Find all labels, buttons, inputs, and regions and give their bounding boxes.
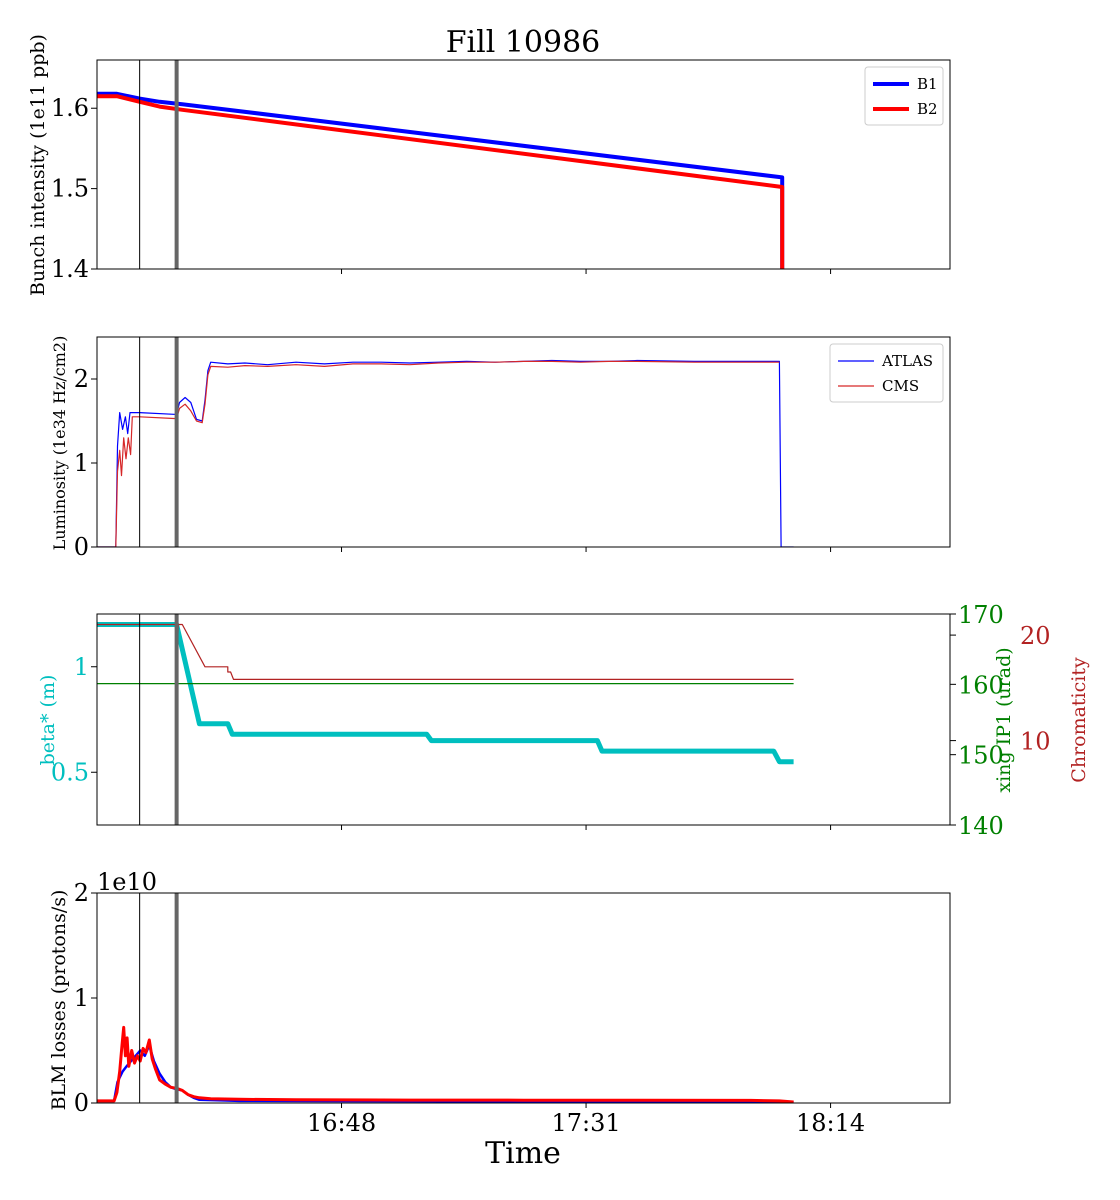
panel-blm-losses: BLM losses (protons/s) 1e10 0 1 2 (48, 868, 951, 1117)
series-group (97, 1025, 794, 1103)
series-group (97, 359, 794, 547)
ylabel-luminosity: Luminosity (1e34 Hz/cm2) (50, 336, 69, 551)
x-tick-labels: 16:48 17:31 18:14 (307, 1109, 865, 1137)
series-group (97, 91, 785, 269)
series-group (97, 622, 794, 765)
y-offset-text: 1e10 (97, 868, 157, 896)
legend-label: ATLAS (881, 352, 933, 370)
x-tick-label: 18:14 (796, 1109, 865, 1137)
axes-frame (96, 892, 951, 1104)
y-right2-tick-label: 10 (1020, 728, 1051, 756)
ylabel-beta: beta* (m) (37, 675, 59, 766)
ylabel-xing: xing IP1 (urad) (993, 647, 1015, 792)
x-tick-label: 16:48 (307, 1109, 376, 1137)
y-tick-label: 1.5 (51, 175, 89, 203)
panel-luminosity: Luminosity (1e34 Hz/cm2) 0 1 2 ATLAS CMS (50, 336, 951, 561)
y-tick-label: 2 (74, 879, 89, 907)
y-right2-tick-label: 20 (1020, 622, 1051, 650)
legend-label: CMS (882, 377, 919, 395)
y-tick-label: 1 (74, 449, 89, 477)
figure-title: Fill 10986 (446, 25, 601, 60)
y-right-tick-label: 150 (958, 742, 1004, 770)
series-line-beta- (97, 622, 794, 765)
y-tick-label: 1 (74, 984, 89, 1012)
y-tick-label: 0 (74, 533, 89, 561)
y-tick-label: 1.6 (51, 94, 89, 122)
axes-frame (96, 336, 951, 548)
ylabel-chromaticity: Chromaticity (1068, 657, 1090, 783)
axes-frame (96, 59, 951, 270)
ylabel-bunch-intensity: Bunch intensity (1e11 ppb) (27, 34, 49, 296)
y-tick-label: 1.4 (51, 255, 89, 283)
series-line-b2 (97, 94, 785, 269)
y-right-tick-label: 140 (958, 812, 1004, 840)
x-tick-label: 17:31 (551, 1109, 620, 1137)
series-line-atlas (97, 359, 794, 547)
y-tick-label: 0 (74, 1089, 89, 1117)
series-line-cms (97, 360, 780, 547)
panel-beta: beta* (m) xing IP1 (urad) Chromaticity 0… (37, 601, 1090, 840)
y-tick-label: 1 (74, 653, 89, 681)
series-line-b1 (97, 91, 785, 269)
legend: ATLAS CMS (829, 343, 944, 403)
y-right-tick-label: 170 (958, 601, 1004, 629)
series-line-b1 (97, 1044, 794, 1103)
legend-label: B2 (917, 100, 938, 118)
y-tick-label: 2 (74, 365, 89, 393)
y-tick-label: 0.5 (51, 758, 89, 786)
series-line-b2 (97, 1025, 794, 1103)
axes-frame (96, 613, 951, 826)
legend-label: B1 (917, 75, 938, 93)
y-right-tick-label: 160 (958, 671, 1004, 699)
series-line-chromaticity (97, 623, 794, 681)
ylabel-blm: BLM losses (protons/s) (48, 890, 70, 1111)
xlabel: Time (485, 1136, 561, 1171)
legend-box (829, 343, 944, 403)
